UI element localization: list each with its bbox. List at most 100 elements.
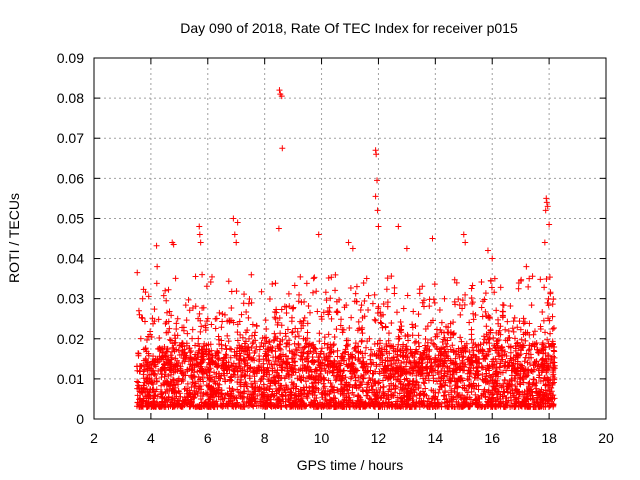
data-point: [283, 309, 290, 316]
data-point: [271, 361, 278, 368]
data-point: [522, 395, 529, 402]
data-point: [196, 367, 203, 374]
data-point: [179, 360, 186, 367]
data-point: [143, 336, 150, 343]
data-point: [251, 367, 258, 374]
data-point: [188, 365, 195, 372]
data-point: [180, 327, 187, 334]
data-point: [550, 324, 557, 331]
data-point: [212, 315, 219, 322]
data-point: [433, 343, 440, 350]
data-point: [136, 311, 143, 318]
data-point: [492, 365, 499, 372]
data-point: [276, 314, 283, 321]
data-point: [392, 360, 399, 367]
data-point: [149, 315, 156, 322]
data-point: [416, 403, 423, 410]
data-point: [290, 350, 297, 357]
data-point: [507, 344, 514, 351]
data-point: [353, 298, 360, 305]
data-point: [322, 356, 329, 363]
data-point: [429, 235, 436, 242]
data-point: [185, 296, 192, 303]
data-point: [403, 245, 410, 252]
data-point: [272, 280, 279, 287]
data-point: [454, 383, 461, 390]
data-point: [243, 400, 250, 407]
data-point: [172, 382, 179, 389]
data-point: [262, 350, 269, 357]
data-point: [416, 286, 423, 293]
data-point: [444, 403, 451, 410]
data-point: [277, 330, 284, 337]
data-point: [233, 395, 240, 402]
data-point: [154, 359, 161, 366]
data-point: [225, 278, 232, 285]
data-point: [379, 324, 386, 331]
data-point: [487, 374, 494, 381]
data-point: [150, 320, 157, 327]
data-point: [511, 335, 518, 342]
data-point: [250, 339, 257, 346]
data-point: [459, 403, 466, 410]
data-point: [339, 350, 346, 357]
data-point: [305, 372, 312, 379]
data-point: [197, 239, 204, 246]
x-tick-label: 6: [204, 430, 212, 446]
x-tick-label: 16: [484, 430, 500, 446]
data-point: [395, 223, 402, 230]
data-point: [397, 372, 404, 379]
data-point: [456, 365, 463, 372]
data-point: [192, 303, 199, 310]
data-point: [428, 387, 435, 394]
data-point: [264, 364, 271, 371]
data-point: [308, 342, 315, 349]
data-point: [493, 398, 500, 405]
data-point: [543, 276, 550, 283]
data-point: [192, 342, 199, 349]
data-point: [142, 355, 149, 362]
data-point: [349, 399, 356, 406]
data-point: [343, 361, 350, 368]
data-point: [410, 386, 417, 393]
data-point: [238, 347, 245, 354]
data-point: [516, 388, 523, 395]
data-point: [380, 365, 387, 372]
data-point: [372, 147, 379, 154]
data-point: [175, 347, 182, 354]
data-point: [451, 367, 458, 374]
data-point: [483, 323, 490, 330]
data-point: [187, 349, 194, 356]
data-point: [457, 311, 464, 318]
data-point: [528, 343, 535, 350]
data-point: [389, 355, 396, 362]
data-point: [544, 203, 551, 210]
data-point: [223, 346, 230, 353]
data-point: [345, 239, 352, 246]
data-point: [292, 325, 299, 332]
data-point: [198, 359, 205, 366]
data-point: [547, 290, 554, 297]
data-point: [314, 308, 321, 315]
data-point: [337, 388, 344, 395]
data-point: [487, 402, 494, 409]
data-point: [489, 255, 496, 262]
data-point: [180, 377, 187, 384]
data-point: [203, 401, 210, 408]
data-point: [368, 360, 375, 367]
data-point: [227, 354, 234, 361]
data-point: [328, 274, 335, 281]
data-point: [487, 326, 494, 333]
data-point: [391, 290, 398, 297]
data-point: [396, 335, 403, 342]
data-point: [172, 275, 179, 282]
data-point: [170, 402, 177, 409]
data-point: [241, 340, 248, 347]
data-point: [160, 380, 167, 387]
data-point: [293, 402, 300, 409]
data-point: [397, 366, 404, 373]
data-point: [373, 151, 380, 158]
data-point: [549, 381, 556, 388]
data-point: [392, 384, 399, 391]
data-point: [453, 279, 460, 286]
